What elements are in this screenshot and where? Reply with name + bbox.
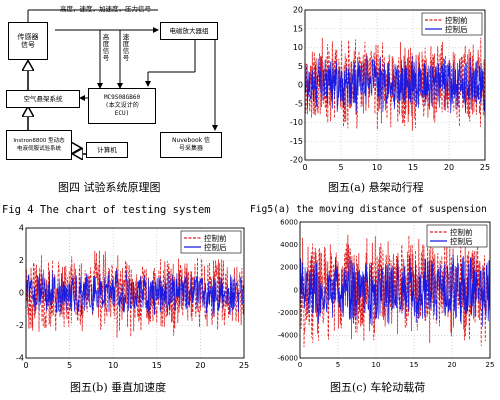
series-after-line — [299, 253, 491, 327]
y-tick-label: 15 — [293, 24, 303, 33]
y-tick-label: -10 — [290, 118, 303, 127]
plot-frame — [25, 227, 245, 359]
legend-label: 控制后 — [445, 24, 468, 34]
x-tick-label: 15 — [410, 361, 419, 369]
sensor-signal-box: 传感器 信号 — [8, 22, 48, 60]
y-tick-label: 2000 — [280, 264, 298, 272]
x-tick-label: 20 — [195, 361, 205, 370]
y-tick-label: -4000 — [278, 332, 298, 340]
plot-frame — [299, 221, 491, 359]
y-tick-label: 10 — [293, 43, 303, 52]
fig5c-caption-cn: 图五(c) 车轮动载荷 — [330, 381, 426, 394]
signals-label: 高度，速度，加速度，压力信号 — [60, 5, 151, 13]
legend-label: 控制前 — [445, 15, 468, 25]
x-tick-label: 10 — [108, 361, 118, 370]
amplifier-box: 电磁放大器组 — [160, 22, 218, 40]
y-tick-label: 0 — [298, 81, 303, 90]
x-tick-label: 25 — [239, 361, 249, 370]
y-tick-label: 20 — [293, 6, 303, 15]
legend-label: 控制后 — [450, 236, 473, 246]
x-tick-label: 5 — [67, 361, 72, 370]
series-after-line — [304, 55, 486, 114]
y-tick-label: -6000 — [278, 354, 298, 362]
legend-label: 控制前 — [204, 233, 227, 243]
fig4-caption-cn: 图四 试验系统原理图 — [58, 181, 161, 194]
fig5a-caption-en: Fig5(a) the moving distance of suspensio… — [250, 204, 487, 215]
y-tick-label: 0 — [19, 289, 24, 298]
x-tick-label: 5 — [336, 361, 340, 369]
test-bench-box: Instron8800 型动态 电液伺服试验系统 — [6, 130, 72, 160]
series-before-line — [25, 250, 245, 338]
x-tick-label: 10 — [372, 163, 382, 172]
y-tick-label: -4 — [16, 354, 24, 363]
x-tick-label: 0 — [23, 361, 28, 370]
x-tick-label: 15 — [152, 361, 162, 370]
x-tick-label: 15 — [408, 163, 418, 172]
y-tick-label: -20 — [290, 156, 303, 165]
y-tick-label: 6000 — [280, 218, 298, 226]
y-tick-label: 5 — [298, 62, 303, 71]
daq-box: Nuvebook 信 号采集器 — [160, 132, 222, 158]
x-tick-label: 25 — [486, 361, 495, 369]
legend-label: 控制前 — [450, 227, 473, 237]
air-suspension-box: 空气悬架系统 — [6, 90, 80, 108]
y-tick-label: -2 — [16, 321, 24, 330]
computer-box: 计算机 — [86, 142, 128, 158]
ecu-box: MC9S08GB60 (本文设计的 ECU) — [88, 88, 156, 124]
y-tick-label: -15 — [290, 137, 303, 146]
series-before-line — [299, 234, 491, 348]
series-before-line — [304, 37, 486, 131]
x-tick-label: 5 — [338, 163, 343, 172]
fig5a-caption-cn: 图五(a) 悬架动行程 — [328, 181, 424, 194]
x-tick-label: 10 — [372, 361, 381, 369]
y-tick-label: -5 — [295, 99, 303, 108]
y-tick-label: 4000 — [280, 241, 298, 249]
y-tick-label: 4 — [19, 224, 24, 233]
y-tick-label: -2000 — [278, 309, 298, 317]
legend-label: 控制后 — [204, 242, 227, 252]
fig5b-caption-cn: 图五(b) 垂直加速度 — [70, 381, 167, 394]
series-after-line — [25, 269, 245, 317]
height-signal-label: 高度信号 — [102, 33, 110, 62]
y-tick-label: 0 — [294, 286, 298, 294]
x-tick-label: 0 — [302, 163, 307, 172]
block-diagram-connectors — [0, 9, 218, 180]
x-tick-label: 25 — [480, 163, 490, 172]
x-tick-label: 20 — [444, 163, 454, 172]
speed-signal-label: 速度信号 — [122, 33, 130, 62]
plot-frame — [304, 9, 486, 161]
y-tick-label: 2 — [19, 256, 24, 265]
x-tick-label: 0 — [298, 361, 302, 369]
fig4-caption-en: Fig 4 The chart of testing system — [2, 204, 211, 216]
x-tick-label: 20 — [448, 361, 457, 369]
fig5c-chart: 0 5 10 15 20 25 -6000 -4000 -2000 0 2000 4000 6000 控制… — [278, 218, 495, 369]
